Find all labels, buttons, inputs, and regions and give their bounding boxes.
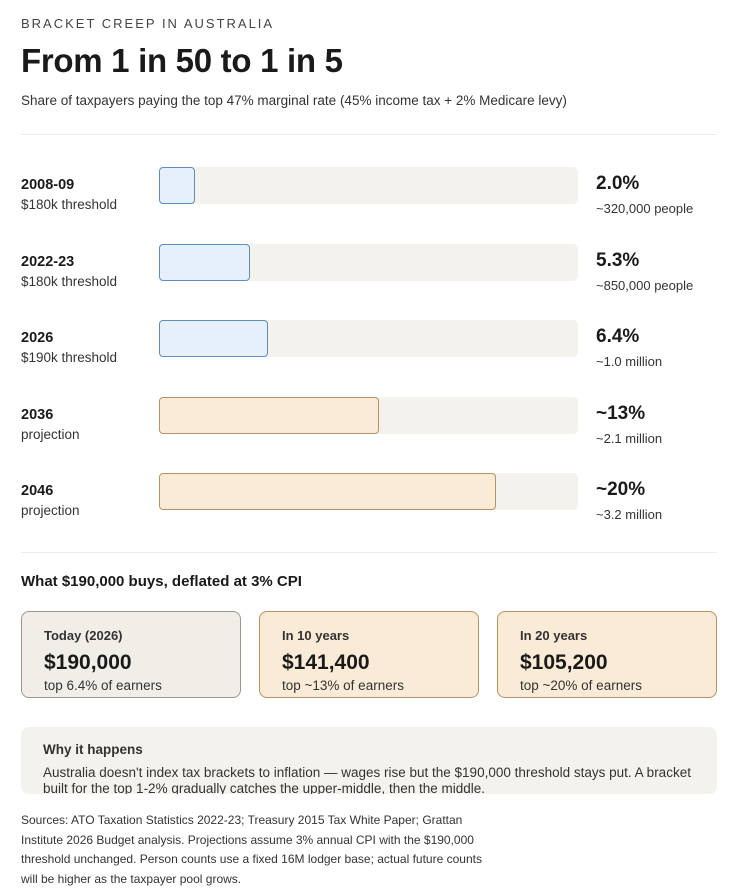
value-label: ~20% [596,479,646,500]
chart-row: 2046 projection ~20% ~3.2 million [0,473,736,523]
category-note: projection [21,503,80,518]
chart-row: 2026 $190k threshold 6.4% ~1.0 million [0,320,736,370]
card-note: top ~13% of earners [282,678,404,693]
deflation-heading: What $190,000 buys, deflated at 3% CPI [21,573,302,590]
bar [159,167,195,204]
card-note: top ~20% of earners [520,678,642,693]
chart-divider [21,552,717,553]
bar-track [159,167,578,204]
card-label: In 10 years [282,628,350,643]
category-label: 2008-09 [21,177,75,193]
bar-track [159,473,578,510]
people-label: ~320,000 people [596,201,694,216]
people-label: ~3.2 million [596,507,663,522]
people-label: ~1.0 million [596,354,663,369]
card-value: $190,000 [44,651,132,674]
category-note: $180k threshold [21,274,118,289]
bar [159,397,379,434]
card-label: In 20 years [520,628,588,643]
value-label: 6.4% [596,326,640,347]
top-divider [21,134,717,135]
people-label: ~850,000 people [596,278,694,293]
value-label: 5.3% [596,250,640,271]
why-title: Why it happens [43,742,143,757]
category-label: 2036 [21,407,54,423]
bar-track [159,320,578,357]
category-note: projection [21,427,80,442]
category-label: 2026 [21,330,54,346]
category-note: $180k threshold [21,197,118,212]
page-title: From 1 in 50 to 1 in 5 [21,42,343,79]
eyebrow-label: BRACKET CREEP IN AUSTRALIA [21,16,275,31]
page-subtitle: Share of taxpayers paying the top 47% ma… [21,93,567,108]
people-label: ~2.1 million [596,431,663,446]
chart-row: 2036 projection ~13% ~2.1 million [0,397,736,447]
bar [159,244,250,281]
card-value: $141,400 [282,651,370,674]
card-note: top 6.4% of earners [44,678,162,693]
category-note: $190k threshold [21,350,118,365]
category-label: 2022-23 [21,254,75,270]
card-today: Today (2026) $190,000 top 6.4% of earner… [21,611,241,698]
card-10-years: In 10 years $141,400 top ~13% of earners [259,611,479,698]
card-20-years: In 20 years $105,200 top ~20% of earners [497,611,717,698]
why-panel: Why it happens Australia doesn't index t… [21,727,717,794]
card-value: $105,200 [520,651,608,674]
sources-note: Sources: ATO Taxation Statistics 2022-23… [21,813,482,886]
why-body: Australia doesn't index tax brackets to … [43,765,691,794]
bar [159,320,268,357]
value-label: 2.0% [596,173,640,194]
bar-track [159,397,578,434]
bar [159,473,496,510]
category-label: 2046 [21,483,54,499]
chart-row: 2008-09 $180k threshold 2.0% ~320,000 peopl… [0,167,736,217]
bar-track [159,244,578,281]
value-label: ~13% [596,403,646,424]
chart-row: 2022-23 $180k threshold 5.3% ~850,000 peopl… [0,244,736,294]
card-label: Today (2026) [44,628,123,643]
